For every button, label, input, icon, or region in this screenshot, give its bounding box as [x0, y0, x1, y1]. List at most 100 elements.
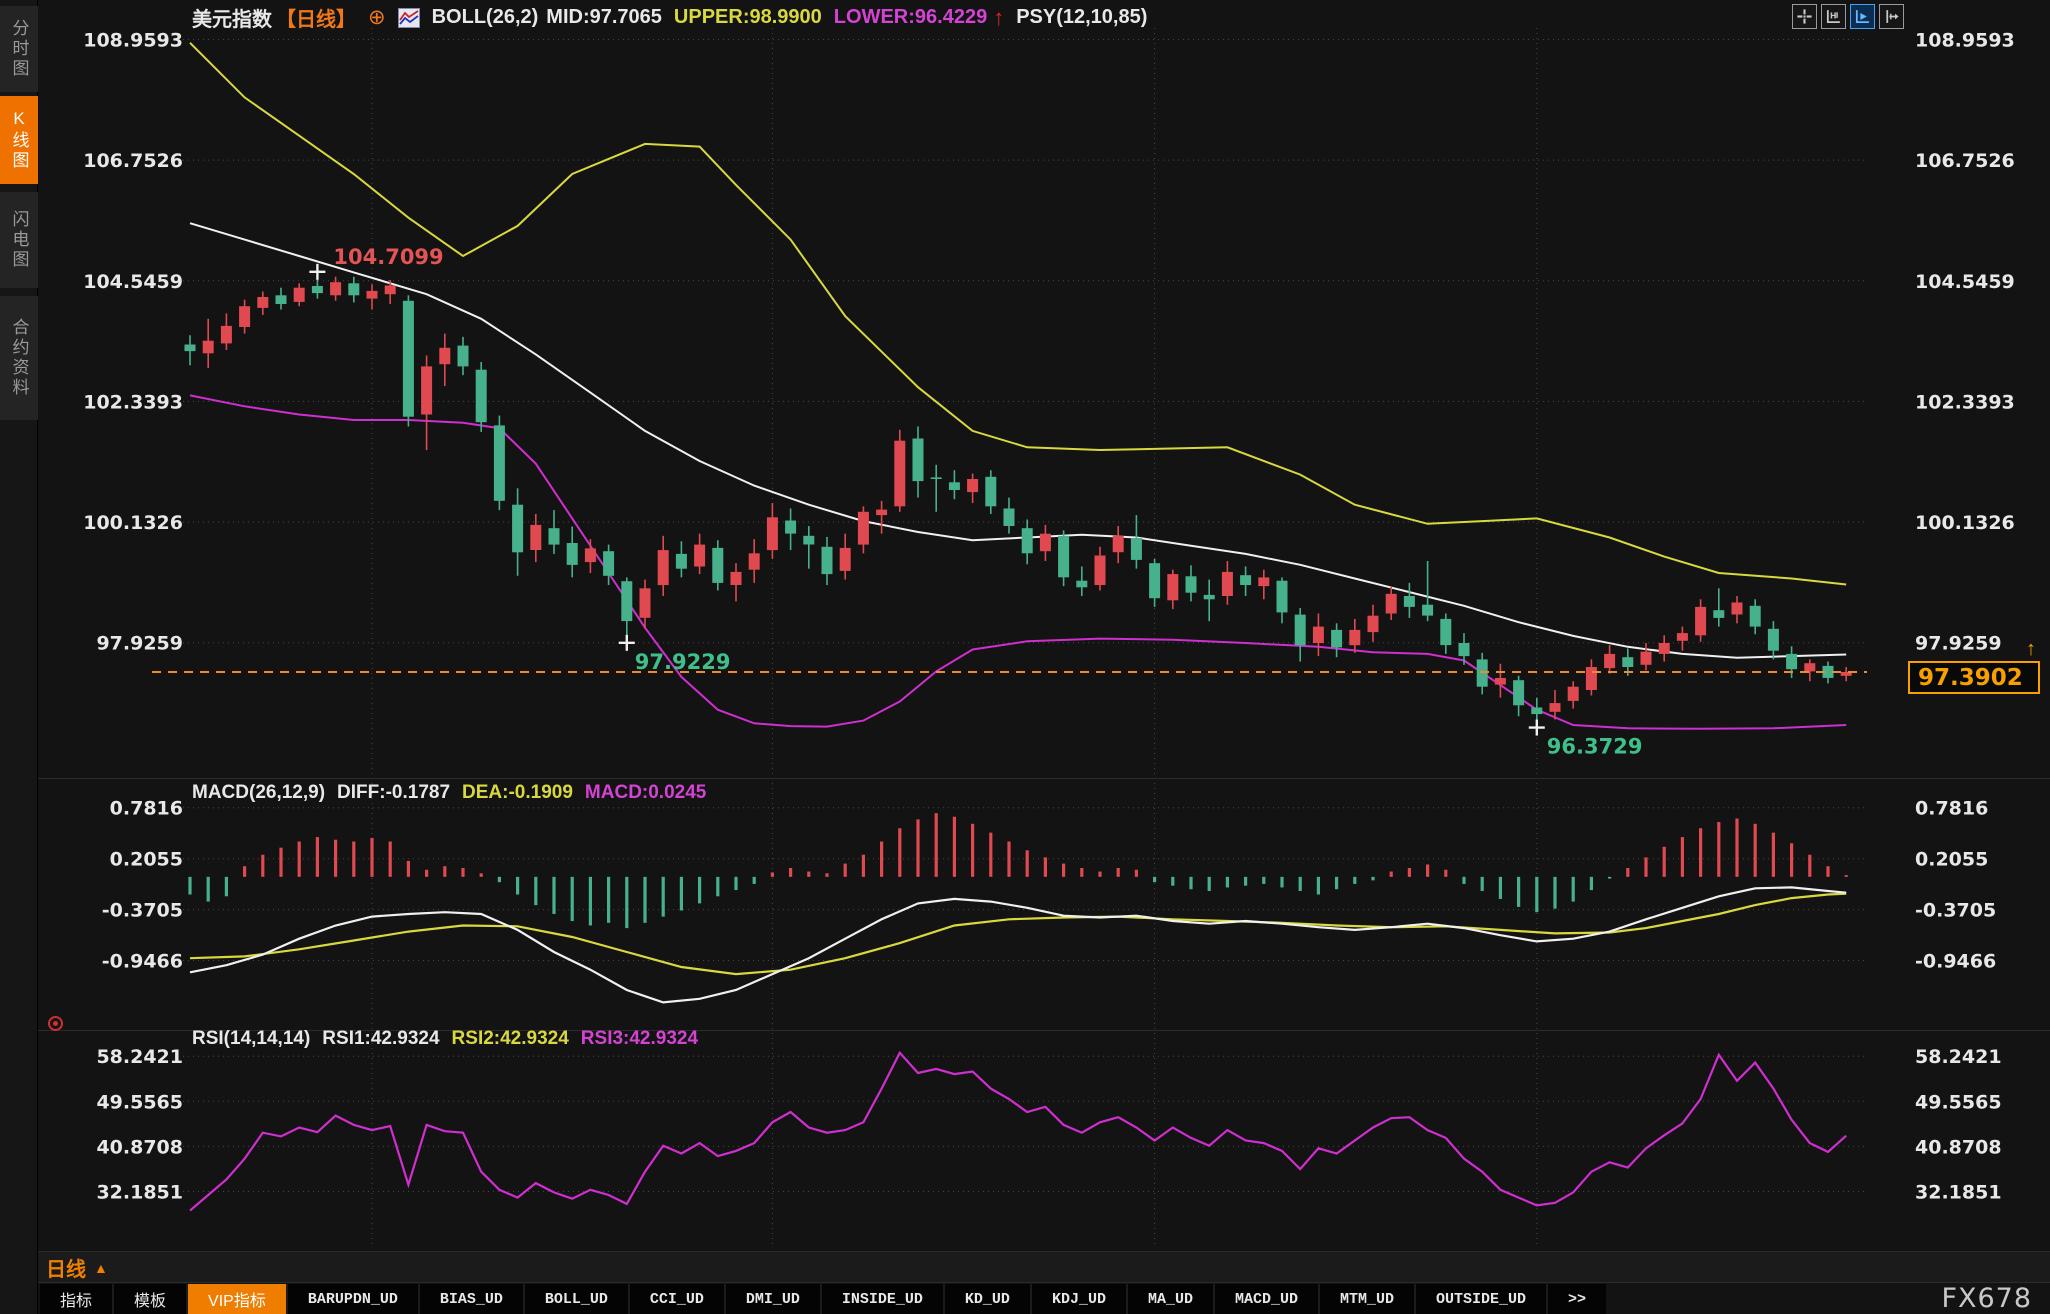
- symbol-title: 美元指数: [192, 9, 272, 31]
- candle-body: [1840, 672, 1852, 676]
- up-arrow-icon: ↑: [993, 4, 1005, 30]
- candle-body: [366, 290, 378, 299]
- x-axis-strip: [38, 1252, 2050, 1282]
- y-axis-tick-left: 104.5459: [83, 271, 183, 293]
- candle-body: [184, 344, 196, 352]
- boll-mid-value: MID:97.7065: [546, 6, 662, 28]
- y-axis-tick-right: 49.5565: [1915, 1091, 2002, 1113]
- candle-body: [1149, 563, 1161, 599]
- candle-body: [1549, 703, 1561, 712]
- period-selector[interactable]: 日线 ▲: [46, 1253, 108, 1282]
- candle-body: [876, 509, 888, 516]
- sidebar-item-label: 分时图: [9, 19, 29, 79]
- chevron-up-icon: ▲: [94, 1259, 108, 1276]
- candle-body: [566, 543, 578, 565]
- candle-body: [384, 285, 396, 295]
- candle-body: [1731, 602, 1743, 615]
- y-axis-tick-right: 0.2055: [1915, 849, 1988, 871]
- rsi-line: [189, 1050, 1847, 1212]
- panel-divider: [38, 1251, 2050, 1252]
- rsi2-value: RSI2:42.9324: [451, 1028, 569, 1049]
- rsi-name: RSI(14,14,14): [192, 1028, 311, 1049]
- bottom-tab-KDJ_UD[interactable]: KDJ_UD: [1031, 1284, 1126, 1314]
- candle-body: [1403, 596, 1415, 607]
- bottom-tab-OUTSIDE_UD[interactable]: OUTSIDE_UD: [1416, 1284, 1547, 1314]
- bottom-tab-CCI_UD[interactable]: CCI_UD: [629, 1284, 724, 1314]
- bottom-tab-VIP指标[interactable]: VIP指标: [188, 1284, 286, 1314]
- rsi-header: RSI(14,14,14) RSI1:42.9324 RSI2:42.9324 …: [192, 1028, 698, 1050]
- rsi3-value: RSI3:42.9324: [580, 1028, 699, 1049]
- indicator-tab-bar: 指标 模板 VIP指标 BARUPDN_UD BIAS_UD BOLL_UD CCI_UD D…: [40, 1284, 1607, 1314]
- candle-body: [1585, 667, 1597, 690]
- y-axis-tick-right: 58.2421: [1915, 1046, 2002, 1068]
- candle-body: [839, 547, 851, 571]
- sidebar-item-label: K线图: [9, 109, 29, 171]
- bottom-tab-BIAS_UD[interactable]: BIAS_UD: [419, 1284, 523, 1314]
- auto-scale-icon[interactable]: [1850, 4, 1875, 29]
- candle-body: [1367, 615, 1379, 633]
- shift-right-icon[interactable]: [1879, 4, 1904, 29]
- candle-body: [1604, 653, 1616, 669]
- candle-body: [1167, 574, 1179, 601]
- candle-body: [748, 553, 760, 570]
- bottom-tab-MTM_UD[interactable]: MTM_UD: [1319, 1284, 1414, 1314]
- bottom-tab-指标[interactable]: 指标: [40, 1284, 113, 1314]
- candle-body: [220, 325, 232, 344]
- crosshair-icon[interactable]: ⊕: [368, 6, 386, 29]
- y-axis-tick-left: 49.5565: [96, 1091, 183, 1113]
- candle-body: [1258, 577, 1270, 587]
- bottom-tab-BARUPDN_UD[interactable]: BARUPDN_UD: [287, 1284, 418, 1314]
- sidebar-item-kline-chart[interactable]: K线图: [0, 96, 38, 184]
- candle-body: [967, 479, 979, 493]
- last-price-tag: 97.3902: [1908, 661, 2040, 694]
- sidebar-item-lightning-chart[interactable]: 闪电图: [0, 192, 38, 288]
- indicator-chart-icon[interactable]: [397, 7, 420, 28]
- period-tag[interactable]: 【日线】: [276, 9, 356, 31]
- sidebar-item-time-chart[interactable]: 分时图: [0, 6, 38, 92]
- horizontal-scale-icon[interactable]: H: [1821, 4, 1846, 29]
- candle-body: [475, 369, 487, 423]
- candle-body: [257, 297, 269, 308]
- pan-grid-icon[interactable]: [1792, 4, 1817, 29]
- candle-body: [1622, 657, 1634, 667]
- candle-body: [1513, 680, 1525, 706]
- panel-divider: [38, 778, 2050, 779]
- y-axis-tick-left: 0.2055: [110, 849, 183, 871]
- candle-body: [530, 524, 542, 550]
- candle-body: [1567, 686, 1579, 701]
- bottom-tab-MACD_UD[interactable]: MACD_UD: [1214, 1284, 1318, 1314]
- candle-body: [803, 535, 815, 545]
- candle-body: [1494, 678, 1506, 685]
- tab-overflow-chevron[interactable]: >>: [1548, 1284, 1607, 1314]
- candle-body: [1039, 533, 1051, 552]
- y-axis-tick-right: 40.8708: [1915, 1136, 2002, 1158]
- bottom-tab-KD_UD[interactable]: KD_UD: [944, 1284, 1030, 1314]
- bottom-tab-DMI_UD[interactable]: DMI_UD: [725, 1284, 820, 1314]
- y-axis-tick-right: 97.9259: [1915, 633, 2002, 655]
- price-up-arrow-icon: ↑: [2026, 638, 2036, 660]
- y-axis-tick-right: 102.3393: [1915, 391, 2015, 413]
- period-selector-label: 日线: [46, 1259, 86, 1281]
- bottom-tab-MA_UD[interactable]: MA_UD: [1127, 1284, 1213, 1314]
- y-axis-tick-left: -0.9466: [102, 951, 183, 973]
- candle-body: [1094, 555, 1106, 585]
- candle-body: [1331, 629, 1343, 648]
- y-axis-tick-left: 100.1326: [83, 512, 183, 534]
- chart-header: 美元指数 【日线】 ⊕ BOLL(26,2) MID:97.7065 UPPER…: [192, 3, 1147, 32]
- watermark: FX678: [1941, 1283, 2032, 1314]
- candle-body: [1749, 605, 1761, 627]
- candle-body: [785, 520, 797, 534]
- candle-body: [330, 282, 342, 296]
- price-annotation: 96.3729: [1547, 735, 1643, 759]
- bottom-tab-BOLL_UD[interactable]: BOLL_UD: [524, 1284, 628, 1314]
- bottom-tab-INSIDE_UD[interactable]: INSIDE_UD: [821, 1284, 943, 1314]
- candle-body: [1276, 580, 1288, 613]
- sidebar-item-contract-info[interactable]: 合约资料: [0, 296, 38, 420]
- candle-body: [657, 550, 669, 586]
- target-icon[interactable]: [48, 1016, 63, 1031]
- y-axis-tick-left: 40.8708: [96, 1136, 183, 1158]
- bottom-tab-模板[interactable]: 模板: [114, 1284, 187, 1314]
- y-axis-tick-left: 0.7816: [110, 798, 183, 820]
- candle-body: [985, 476, 997, 507]
